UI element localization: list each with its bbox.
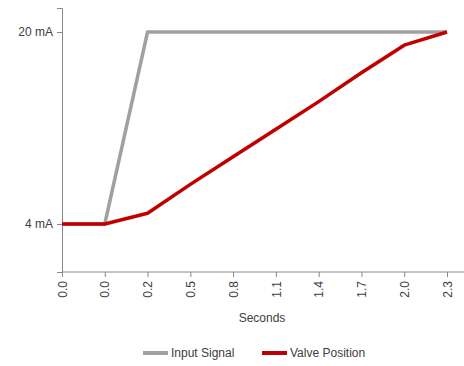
x-tick-label: 0.2 — [141, 281, 155, 298]
x-tick: 2.0 — [398, 272, 412, 298]
chart: 4 mA 20 mA 0.0 0.0 0.2 0.5 0.8 1.1 1.4 1.7 2.0 2.3 S… — [0, 0, 464, 366]
x-tick-mark — [62, 272, 63, 277]
x-tick-mark — [361, 272, 362, 277]
y-tick-label: 4 mA — [25, 217, 53, 231]
x-tick-label: 0.5 — [184, 281, 198, 298]
x-tick-label: 1.1 — [270, 281, 284, 298]
series-line — [62, 32, 447, 224]
x-tick: 2.3 — [441, 272, 455, 298]
x-tick: 0.2 — [141, 272, 155, 298]
y-tick-mark — [57, 224, 62, 225]
x-axis: 0.0 0.0 0.2 0.5 0.8 1.1 1.4 1.7 2.0 2.3 — [56, 272, 464, 298]
y-tick: 4 mA — [25, 217, 62, 231]
x-tick-label: 1.4 — [312, 281, 326, 298]
x-tick-mark — [404, 272, 405, 277]
x-tick: 0.0 — [56, 272, 70, 298]
legend: Input Signal Valve Position — [143, 346, 365, 360]
y-axis-line — [57, 9, 63, 273]
x-tick-mark — [233, 272, 234, 277]
x-tick-label: 0.8 — [227, 281, 241, 298]
x-tick-mark — [319, 272, 320, 277]
x-tick-label: 0.0 — [98, 281, 112, 298]
x-tick: 0.0 — [98, 272, 112, 298]
x-tick-mark — [148, 272, 149, 277]
y-axis: 4 mA 20 mA — [18, 9, 62, 273]
x-tick: 0.5 — [184, 272, 198, 298]
y-tick-label: 20 mA — [18, 25, 53, 39]
legend-swatch — [262, 351, 287, 355]
x-tick-mark — [190, 272, 191, 277]
legend-label: Input Signal — [171, 346, 234, 360]
x-tick-label: 2.0 — [398, 281, 412, 298]
x-axis-line — [62, 272, 464, 273]
x-tick-label: 1.7 — [355, 281, 369, 298]
x-tick: 1.1 — [270, 272, 284, 298]
legend-label: Valve Position — [290, 346, 365, 360]
x-tick: 1.4 — [312, 272, 326, 298]
y-tick-mark — [57, 32, 62, 33]
y-tick: 20 mA — [18, 25, 62, 39]
x-tick-mark — [276, 272, 277, 277]
x-tick: 0.8 — [227, 272, 241, 298]
x-axis-title: Seconds — [239, 311, 286, 325]
x-tick-mark — [105, 272, 106, 277]
x-tick-label: 2.3 — [441, 281, 455, 298]
plot-area — [62, 32, 447, 224]
x-tick-mark — [447, 272, 448, 277]
series-line — [62, 32, 447, 224]
x-tick-label: 0.0 — [56, 281, 70, 298]
x-tick: 1.7 — [355, 272, 369, 298]
legend-swatch — [143, 351, 168, 355]
